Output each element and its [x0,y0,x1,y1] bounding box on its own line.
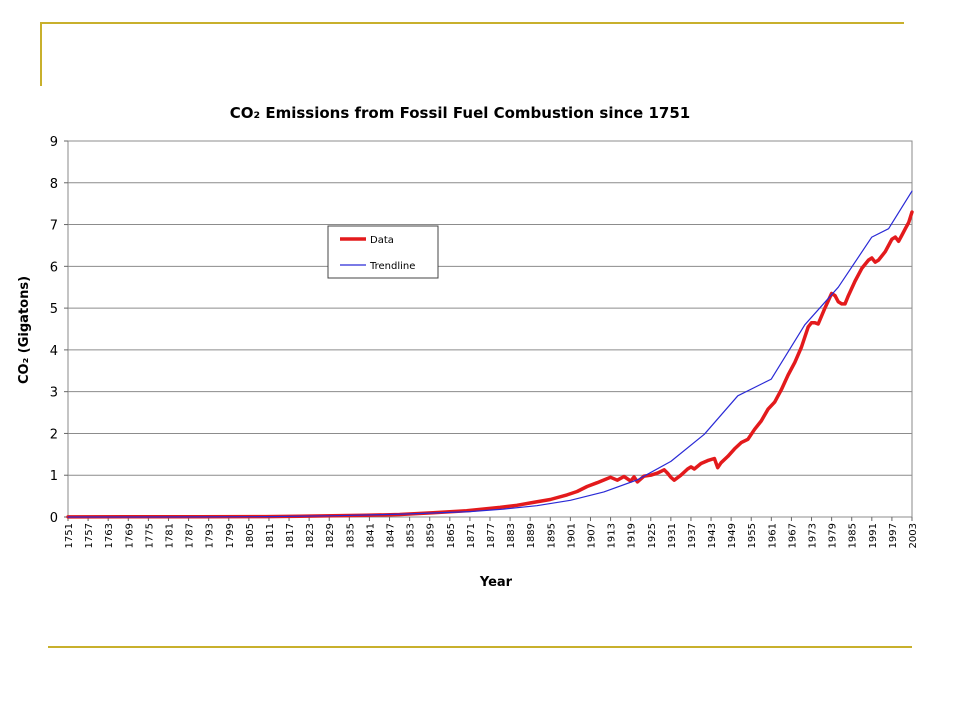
x-tick-label: 1823 [305,523,316,548]
x-tick-label: 1757 [84,523,95,548]
y-axis-label: CO₂ (Gigatons) [17,276,32,384]
x-tick-label: 1835 [345,523,356,548]
x-tick-label: 1955 [747,523,758,548]
x-tick-label: 1913 [607,523,618,548]
x-tick-label: 1931 [667,523,678,548]
series-line-trendline [67,190,913,518]
x-tick-label: 1775 [144,523,155,548]
x-tick-label: 1937 [687,523,698,548]
x-tick-label: 1967 [787,523,798,548]
series-layer [66,190,914,519]
y-tick-label: 7 [50,219,58,234]
x-tick-label: 1883 [506,523,517,548]
x-tick-label: 1925 [647,523,658,548]
y-tick-labels: 0 1 2 3 4 5 6 7 8 9 [50,135,58,526]
x-tick-label: 1997 [888,523,899,548]
x-tick-label: 1949 [727,523,738,548]
x-tick-label: 1901 [566,523,577,548]
y-tick-label: 4 [50,344,58,359]
x-tick-label: 1751 [64,523,75,548]
x-tick-label: 1763 [104,523,115,548]
x-tick-label: 1859 [426,523,437,548]
x-tick-label: 1829 [325,523,336,548]
x-axis-label: Year [479,575,513,590]
x-tick-label: 2003 [908,523,919,548]
y-tick-label: 3 [50,386,58,401]
y-tick-label: 5 [50,302,58,317]
x-tick-label: 1799 [225,523,236,548]
legend-label-data: Data [370,235,394,246]
x-tick-labels: 1751 1757 1763 1769 1775 1781 1787 1793 1799 1805… [64,523,919,548]
x-tick-label: 1979 [828,523,839,548]
x-tick-label: 1811 [265,523,276,548]
x-tick-label: 1847 [386,523,397,548]
y-tick-label: 1 [50,469,58,484]
chart-legend: Data Trendline [327,225,439,279]
x-tick-label: 1961 [767,523,778,548]
legend-label-trendline: Trendline [369,261,415,272]
x-tick-label: 1919 [627,523,638,548]
x-tick-label: 1865 [446,523,457,548]
x-tick-label: 1889 [526,523,537,548]
x-tick-label: 1805 [245,523,256,548]
x-tick-label: 1853 [406,523,417,548]
x-tick-label: 1871 [466,523,477,548]
chart-title: CO₂ Emissions from Fossil Fuel Combustio… [230,104,690,122]
series-line-data [66,210,914,519]
x-tick-label: 1793 [205,523,216,548]
x-tick-label: 1895 [546,523,557,548]
slide-border-top [40,22,904,24]
y-tick-label: 2 [50,427,58,442]
x-tick-label: 1907 [586,523,597,548]
x-tick-label: 1787 [185,523,196,548]
y-tick-label: 9 [50,135,58,150]
slide-border-bottom [48,646,912,648]
x-tick-label: 1991 [868,523,879,548]
x-tick-label: 1841 [365,523,376,548]
x-tick-label: 1817 [285,523,296,548]
y-tick-label: 6 [50,260,58,275]
x-tick-label: 1781 [164,523,175,548]
x-tick-label: 1769 [124,523,135,548]
y-tick-label: 8 [50,177,58,192]
y-tick-label: 0 [50,511,58,526]
grid-layer [64,140,913,521]
x-tick-label: 1877 [486,523,497,548]
legend-box [327,225,439,279]
x-tick-label: 1973 [808,523,819,548]
plot-area-border [67,140,913,518]
x-tick-label: 1943 [707,523,718,548]
x-tick-label: 1985 [848,523,859,548]
slide-border-left [40,22,42,86]
